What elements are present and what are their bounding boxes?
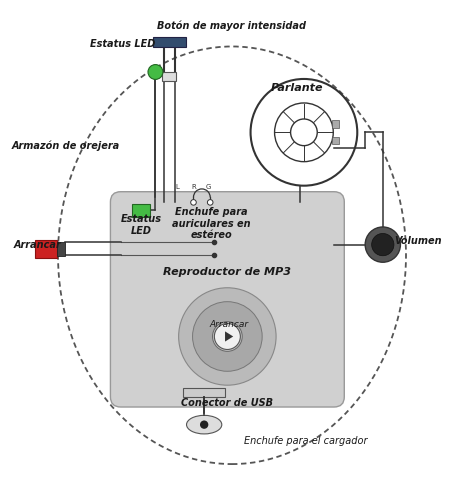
Text: Reproductor de MP3: Reproductor de MP3 [163,267,291,277]
Bar [331,137,338,144]
Bar [162,72,176,81]
Bar [183,389,225,397]
Text: Estatus
LED: Estatus LED [121,215,162,236]
Text: Volumen: Volumen [394,236,441,246]
Circle shape [178,288,275,385]
Text: Conector de USB: Conector de USB [181,398,273,408]
Ellipse shape [186,415,221,434]
Bar [132,204,150,217]
Polygon shape [225,332,233,341]
Text: Enchufe para
auriculares en
estéreo: Enchufe para auriculares en estéreo [171,207,250,240]
Bar [35,240,57,258]
Text: L: L [175,184,179,190]
Circle shape [214,323,240,349]
Text: Arrancar: Arrancar [209,320,248,329]
Circle shape [200,421,208,429]
Circle shape [190,200,196,205]
Circle shape [207,200,213,205]
Circle shape [192,302,262,371]
Text: G: G [205,184,211,190]
Text: Arrancar: Arrancar [14,240,62,249]
Text: Estatus LED: Estatus LED [90,39,156,49]
Circle shape [212,322,242,351]
Text: Parlante: Parlante [270,83,323,93]
Text: R: R [191,184,195,190]
Bar [57,242,65,256]
Bar [331,120,338,128]
Bar [153,37,185,47]
FancyBboxPatch shape [110,192,344,407]
Circle shape [148,64,163,79]
Text: Armazón de orejera: Armazón de orejera [12,141,119,152]
Circle shape [371,234,393,256]
Circle shape [364,227,400,262]
Text: Enchufe para el cargador: Enchufe para el cargador [243,436,366,446]
Text: Botón de mayor intensidad: Botón de mayor intensidad [157,20,306,31]
